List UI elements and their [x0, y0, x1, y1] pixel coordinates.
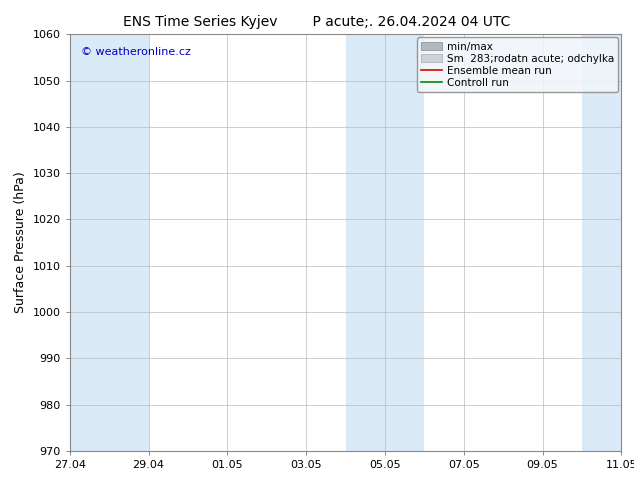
Y-axis label: Surface Pressure (hPa): Surface Pressure (hPa) [14, 172, 27, 314]
Bar [70, 34, 148, 451]
Text: © weatheronline.cz: © weatheronline.cz [81, 47, 191, 57]
Text: ENS Time Series Kyjev        P acute;. 26.04.2024 04 UTC: ENS Time Series Kyjev P acute;. 26.04.20… [123, 15, 511, 29]
Legend: min/max, Sm  283;rodatn acute; odchylka, Ensemble mean run, Controll run: min/max, Sm 283;rodatn acute; odchylka, … [417, 37, 618, 92]
Bar [346, 34, 424, 451]
Bar [582, 34, 621, 451]
